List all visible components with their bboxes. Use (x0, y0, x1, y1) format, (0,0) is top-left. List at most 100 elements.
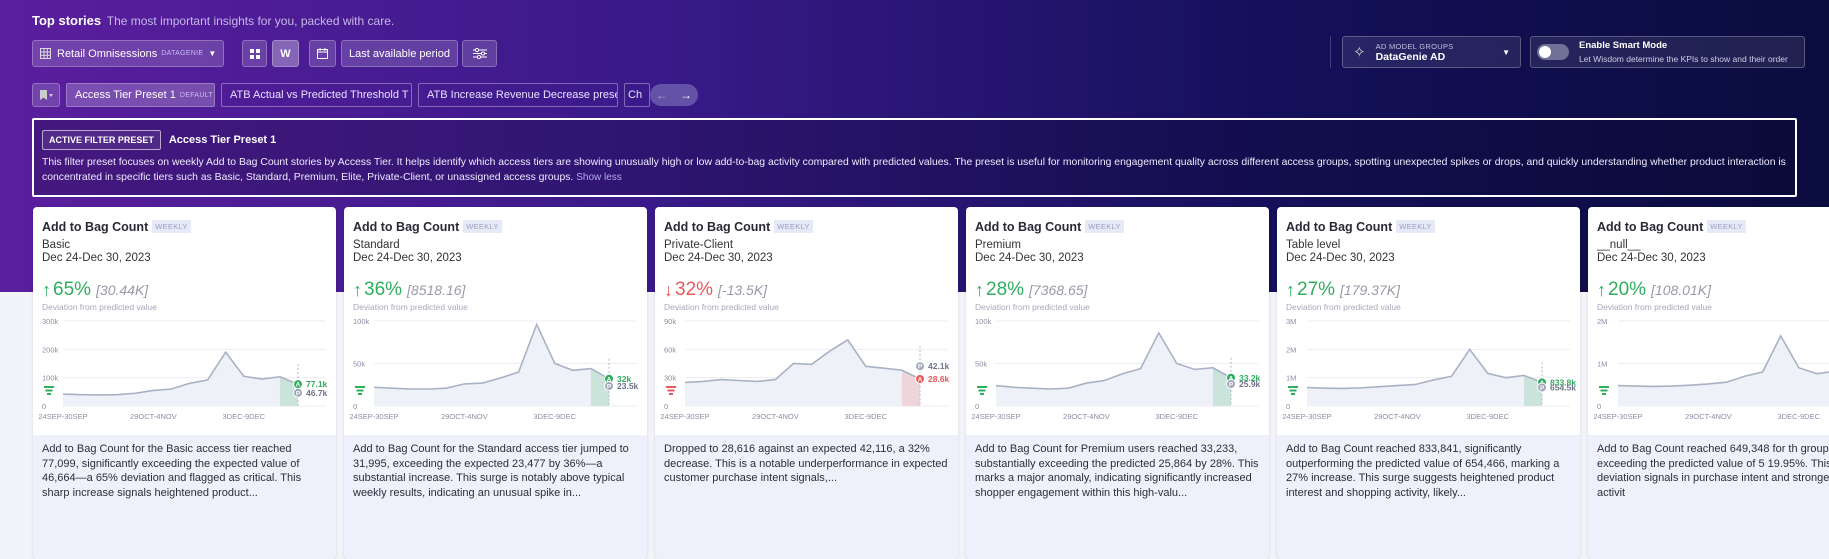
y-tick-label: 2M (1286, 345, 1296, 354)
series-area (996, 332, 1231, 406)
y-tick-label: 60k (664, 345, 676, 354)
page-subtitle: The most important insights for you, pac… (106, 14, 395, 28)
chevron-down-icon: ▼ (1502, 47, 1510, 57)
preset-tab-3[interactable]: ATB Increase Revenue Decrease preset (418, 83, 618, 107)
preset-tab-1[interactable]: Access Tier Preset 1 DEFAULT (66, 83, 215, 107)
show-less-link[interactable]: Show less (576, 172, 622, 183)
story-card[interactable]: Add to Bag Count WEEKLY Standard Dec 24-D… (344, 207, 647, 559)
ad-model-caption: AD MODEL GROUPS (1375, 41, 1454, 51)
deviation-percent: 20% (1608, 279, 1647, 300)
calendar-button[interactable] (309, 40, 336, 67)
x-tick-label: 24SEP-30SEP (349, 412, 398, 421)
deviation-caption: Deviation from predicted value (1597, 302, 1712, 312)
smart-mode-toggle[interactable] (1537, 44, 1569, 60)
y-tick-label: 0 (42, 402, 46, 411)
arrow-right-icon[interactable]: → (680, 88, 692, 102)
series-area (1618, 335, 1829, 406)
actual-marker-letter: A (296, 382, 301, 389)
story-card[interactable]: Add to Bag Count WEEKLY Private-Client De… (655, 207, 958, 559)
y-tick-label: 50k (975, 360, 987, 369)
frequency-tag: WEEKLY (774, 220, 813, 233)
deviation-percent: 28% (986, 279, 1025, 300)
y-tick-label: 2M (1597, 317, 1607, 326)
x-tick-label: 24SEP-30SEP (971, 412, 1020, 421)
story-text-area (344, 435, 647, 559)
predicted-marker-letter: P (1540, 385, 1545, 392)
story-text-area (1588, 435, 1829, 559)
x-tick-label: 3DEC-9DEC (1156, 412, 1199, 421)
x-tick-label: 24SEP-30SEP (1593, 412, 1642, 421)
x-tick-label: 29OCT-4NOV (1374, 412, 1421, 421)
predicted-marker[interactable] (915, 361, 925, 372)
smart-mode-desc: Let Wisdom determine the KPIs to show an… (1579, 54, 1788, 64)
card-title: Add to Bag Count WEEKLY (353, 220, 502, 234)
preset-tab-4[interactable]: Ch (624, 83, 650, 107)
predicted-value-label: 46.7k (306, 388, 328, 398)
series-area (374, 324, 609, 406)
story-card[interactable]: Add to Bag Count WEEKLY Basic Dec 24-Dec … (33, 207, 336, 559)
actual-marker[interactable] (915, 373, 925, 384)
severity-icon (666, 386, 676, 395)
period-button[interactable]: Last available period (341, 40, 458, 67)
story-card[interactable]: Add to Bag Count WEEKLY Premium Dec 24-De… (966, 207, 1269, 559)
story-card[interactable]: Add to Bag Count WEEKLY __null__ Dec 24-D… (1588, 207, 1829, 559)
grid-view-button[interactable] (242, 40, 267, 67)
story-card[interactable]: Add to Bag Count WEEKLY Table level Dec 2… (1277, 207, 1580, 559)
deviation-value: [8518.16] (407, 282, 466, 298)
severity-icon (1288, 386, 1298, 395)
table-icon (40, 48, 51, 59)
card-date: Dec 24-Dec 30, 2023 (664, 252, 773, 264)
active-filter-badge: ACTIVE FILTER PRESET (42, 130, 161, 150)
story-chart: 3M2M1M0AP833.8k654.5k24SEP-30SEP29OCT-4N… (1282, 317, 1576, 421)
y-tick-label: 0 (353, 402, 357, 411)
deviation-value: [108.01K] (1651, 282, 1711, 298)
story-text: Add to Bag Count for the Standard access… (353, 443, 629, 499)
arrow-up-icon: ↑ (1597, 279, 1606, 300)
predicted-marker[interactable] (1226, 379, 1236, 390)
x-tick-label: 3DEC-9DEC (1467, 412, 1510, 421)
predicted-marker[interactable] (604, 381, 614, 392)
card-metric: ↑ 20% [108.01K] (1597, 279, 1711, 395)
filter-settings-button[interactable] (462, 40, 497, 67)
x-tick-label: 24SEP-30SEP (38, 412, 87, 421)
predicted-marker[interactable] (293, 387, 303, 398)
x-tick-label: 24SEP-30SEP (1282, 412, 1331, 421)
severity-icon (1599, 386, 1609, 395)
story-text: Add to Bag Count for Premium users reach… (975, 443, 1259, 499)
actual-marker-letter: A (607, 376, 612, 383)
series-area (1307, 349, 1542, 406)
active-filter-description: This filter preset focuses on weekly Add… (42, 157, 1786, 183)
active-filter-panel: ACTIVE FILTER PRESET Access Tier Preset 1… (32, 118, 1797, 197)
preset-tab-2[interactable]: ATB Actual vs Predicted Threshold T (221, 83, 412, 107)
y-tick-label: 1M (1286, 374, 1296, 383)
predicted-marker-letter: P (296, 390, 301, 397)
x-tick-label: 24SEP-30SEP (660, 412, 709, 421)
x-tick-label: 3DEC-9DEC (1778, 412, 1821, 421)
card-title: Add to Bag Count WEEKLY (1286, 220, 1435, 234)
predicted-marker[interactable] (1537, 382, 1547, 393)
dataset-selector[interactable]: Retail Omnisessions DATAGENIE ▼ (32, 40, 224, 67)
y-tick-label: 100k (42, 374, 59, 383)
bookmark-menu-button[interactable] (32, 83, 60, 107)
y-tick-label: 3M (1286, 317, 1296, 326)
deviation-caption: Deviation from predicted value (42, 302, 157, 312)
actual-marker-letter: A (1229, 375, 1234, 382)
y-tick-label: 300k (42, 317, 59, 326)
card-segment: Table level (1286, 239, 1341, 251)
ad-model-value: DataGenie AD (1375, 50, 1446, 63)
arrow-left-icon[interactable]: ← (656, 88, 668, 102)
story-text: Add to Bag Count reached 833,841, signif… (1286, 443, 1560, 499)
story-text-area (1277, 435, 1580, 559)
ad-model-selector[interactable]: ✧ AD MODEL GROUPS DataGenie AD ▼ (1342, 36, 1521, 68)
series-area (63, 352, 298, 406)
x-tick-label: 3DEC-9DEC (534, 412, 577, 421)
series-area (685, 339, 920, 406)
story-chart: 90k 60k 30k 0 AP 28.6k 42.1k 24SEP-30SEP 29OCT-4… (660, 317, 949, 421)
dataset-tag: DATAGENIE (161, 50, 204, 57)
granularity-button[interactable]: W (272, 40, 299, 67)
card-segment: Private-Client (664, 239, 734, 251)
card-metric: ↑ 65% [30.44K] (42, 279, 148, 395)
story-text: Dropped to 28,616 against an expected 42… (664, 443, 948, 484)
